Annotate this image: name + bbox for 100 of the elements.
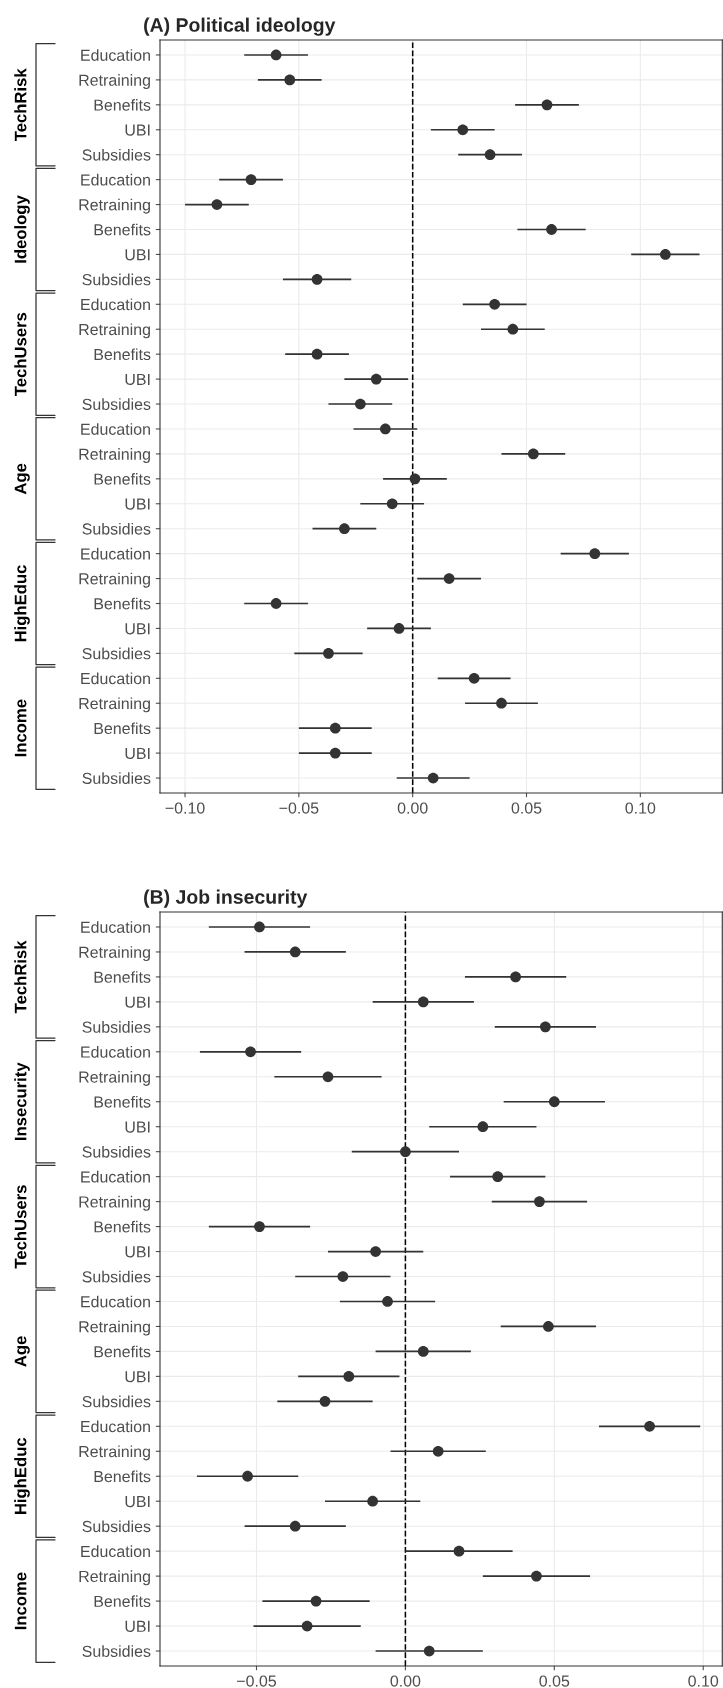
y-tick-label: Benefits <box>94 971 151 983</box>
y-tick-label: Education <box>81 1545 150 1558</box>
point <box>386 498 398 510</box>
text: Ideology <box>14 195 30 263</box>
y-tick-label: Subsidies <box>82 148 151 161</box>
y-tick-label: Subsidies <box>82 1021 151 1033</box>
point <box>492 1171 504 1183</box>
point <box>400 1146 411 1158</box>
y-tick-label: Retraining <box>79 448 150 463</box>
point <box>289 1520 301 1532</box>
y-tick-label: Retraining <box>79 1195 150 1211</box>
y-tick-label: Benefits <box>94 1095 151 1108</box>
y-tick-label: Benefits <box>94 223 151 236</box>
y-tick-label: UBI <box>125 124 150 136</box>
point <box>457 124 469 136</box>
point <box>541 99 553 111</box>
point <box>546 224 557 235</box>
y-tick-label: UBI <box>125 1371 150 1383</box>
y-tick-label: Education <box>81 921 150 933</box>
point <box>453 1545 465 1557</box>
point <box>644 1420 655 1432</box>
y-tick-label: Benefits <box>94 1470 151 1483</box>
y-tick-label: UBI <box>125 1121 150 1133</box>
point <box>323 647 334 659</box>
chart-title: (B) Job insecurity <box>144 889 308 908</box>
point <box>242 1470 253 1482</box>
point <box>301 1620 313 1632</box>
y-tick-label: Education <box>81 298 150 311</box>
y-tick-label: UBI <box>125 249 150 261</box>
point <box>417 996 429 1008</box>
y-tick-label: Benefits <box>94 597 151 610</box>
x-tick-label: −0.05 <box>237 1675 277 1687</box>
y-tick-label: Subsidies <box>82 273 151 286</box>
text: Age <box>14 1336 30 1367</box>
point <box>409 473 421 485</box>
point <box>382 1296 393 1307</box>
point <box>245 1046 256 1058</box>
y-tick-label: Retraining <box>79 697 150 713</box>
point <box>489 298 501 310</box>
y-tick-label: Subsidies <box>82 1145 151 1158</box>
point <box>319 1395 331 1407</box>
point <box>393 623 405 634</box>
point <box>367 1495 379 1507</box>
y-tick-label: Retraining <box>79 198 150 214</box>
x-tick-label: 0.00 <box>397 802 428 814</box>
text: HighEduc <box>14 565 30 642</box>
point <box>289 946 301 958</box>
point <box>270 598 282 609</box>
y-tick-label: Subsidies <box>82 1270 151 1283</box>
point <box>427 772 439 784</box>
point <box>254 1221 265 1232</box>
text: Income <box>14 1572 27 1630</box>
point <box>659 249 671 260</box>
x-tick-label: −0.05 <box>279 802 319 814</box>
y-tick-label: Retraining <box>79 946 150 962</box>
chart-title: (A) Political ideology <box>144 17 336 36</box>
point <box>432 1445 444 1457</box>
y-tick-label: Retraining <box>79 572 150 588</box>
x-tick-label: 0.10 <box>625 802 656 814</box>
point <box>548 1096 560 1108</box>
y-tick-label: Education <box>81 1295 150 1308</box>
point <box>542 1321 554 1332</box>
text: Age <box>14 463 30 495</box>
x-tick-label: 0.00 <box>390 1675 421 1687</box>
text: TechRisk <box>14 68 27 142</box>
y-tick-label: Benefits <box>94 348 151 361</box>
y-tick-label: UBI <box>125 996 150 1008</box>
y-tick-label: UBI <box>125 1246 150 1258</box>
y-tick-label: Subsidies <box>82 647 151 660</box>
y-tick-label: Education <box>81 1420 150 1433</box>
y-tick-label: Subsidies <box>82 772 151 784</box>
y-tick-label: Subsidies <box>82 398 151 410</box>
y-tick-label: Education <box>81 1046 150 1058</box>
y-tick-label: UBI <box>125 623 150 635</box>
point <box>211 199 223 210</box>
y-tick-label: Benefits <box>94 1345 151 1358</box>
y-tick-label: Subsidies <box>82 522 151 535</box>
text: TechUsers <box>14 312 27 396</box>
y-tick-label: Education <box>81 672 150 685</box>
text: TechRisk <box>14 940 27 1014</box>
point <box>531 1570 542 1582</box>
point <box>322 1071 334 1083</box>
text: Insecurity <box>14 1062 30 1140</box>
y-tick-label: UBI <box>125 373 150 386</box>
text: HighEduc <box>14 1437 30 1515</box>
text: TechUsers <box>14 1185 27 1269</box>
point <box>343 1371 355 1382</box>
point <box>534 1196 545 1207</box>
y-tick-label: Benefits <box>94 722 151 735</box>
point <box>370 373 382 385</box>
point <box>417 1346 429 1357</box>
y-tick-label: Benefits <box>94 99 151 111</box>
y-tick-label: UBI <box>125 1496 150 1508</box>
x-tick-label: −0.10 <box>165 802 205 814</box>
y-tick-label: Education <box>81 49 150 61</box>
point <box>484 149 496 161</box>
point <box>311 273 323 285</box>
point <box>354 398 366 410</box>
point <box>311 348 323 360</box>
point <box>423 1645 435 1657</box>
